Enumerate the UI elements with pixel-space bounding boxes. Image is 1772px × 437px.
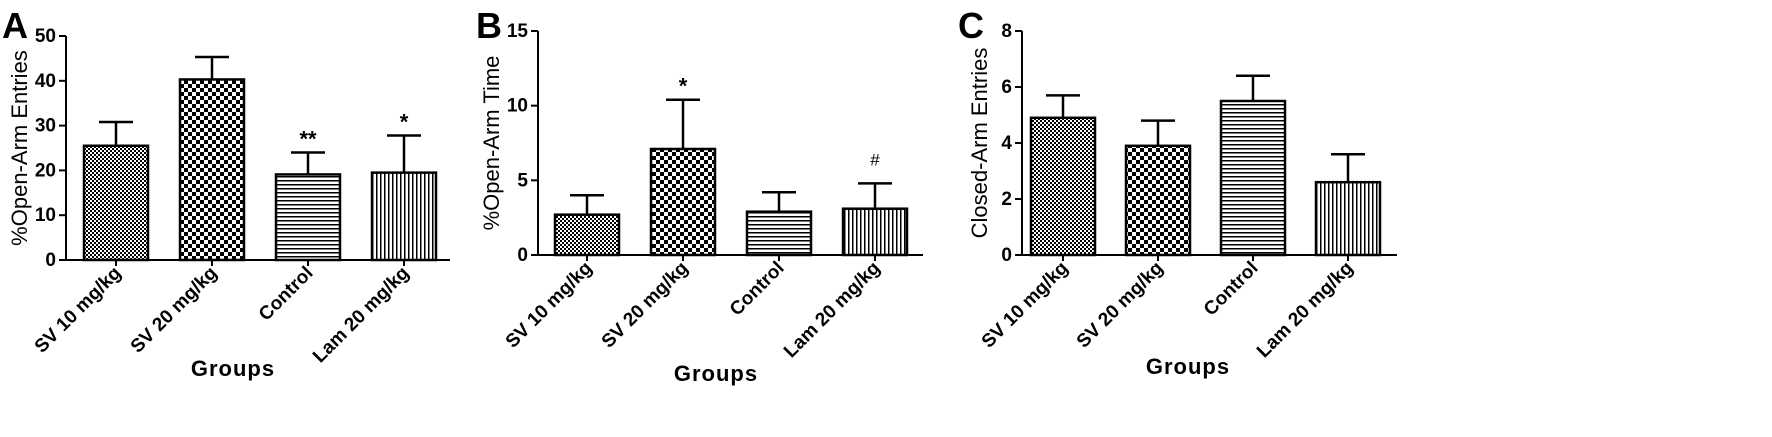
panel-c-bar-2 <box>1124 144 1192 257</box>
panel-b-category-label-4: Lam 20 mg/kg <box>780 258 884 362</box>
panel-b-category-label-3: Control <box>726 258 789 321</box>
panel-a-y-tick-label: 20 <box>35 160 56 181</box>
panel-b-y-tick-label: 10 <box>507 96 528 117</box>
panel-c-category-label-2: SV 20 mg/kg <box>1073 258 1168 353</box>
panel-b-y-tick-label: 5 <box>517 170 528 191</box>
panel-c-label: C <box>958 5 984 46</box>
panel-b-category-label-1: SV 10 mg/kg <box>502 258 597 353</box>
panel-c-y-tick-label: 6 <box>1001 77 1012 98</box>
panel-b-bar-2 <box>649 147 717 257</box>
panel-a-category-label-2: SV 20 mg/kg <box>127 263 222 358</box>
panel-a: A %Open-Arm Entries Groups 0 10 20 30 40 50 SV… <box>2 5 450 381</box>
panel-b-bar-4 <box>841 207 909 257</box>
panel-a-bar-4 <box>370 171 438 262</box>
panel-c-bar-3 <box>1219 99 1287 257</box>
panel-c-category-label-4: Lam 20 mg/kg <box>1253 258 1357 362</box>
panel-b-bar-1 <box>553 213 621 257</box>
panel-b-plot: 0 5 10 15 SV 10 mg/kg * SV 20 mg/kg Control # Lam… <box>502 21 923 362</box>
panel-b-significance-2: * <box>679 74 688 99</box>
panel-a-category-label-4: Lam 20 mg/kg <box>309 263 413 367</box>
panel-a-category-label-3: Control <box>255 263 318 326</box>
panel-a-significance-4: * <box>400 109 409 134</box>
panel-b: B %Open-Arm Time Groups 0 5 10 15 SV 10 mg/k… <box>476 5 923 386</box>
panel-a-significance-3: ** <box>299 126 317 151</box>
panel-c-y-axis-title: Closed-Arm Entries <box>967 48 992 239</box>
panel-a-bar-2 <box>178 78 246 262</box>
panel-a-bar-3 <box>274 173 342 262</box>
panel-a-x-axis-title: Groups <box>191 356 275 381</box>
panel-c: C Closed-Arm Entries Groups 0 2 4 6 8 SV 10 m… <box>958 5 1397 379</box>
panel-a-category-label-1: SV 10 mg/kg <box>31 263 126 358</box>
panel-c-x-axis-title: Groups <box>1146 354 1230 379</box>
panel-b-bar-3 <box>745 210 813 257</box>
panel-c-category-label-1: SV 10 mg/kg <box>978 258 1073 353</box>
panel-c-y-tick-label: 8 <box>1001 21 1012 42</box>
panel-c-y-tick-label: 2 <box>1001 189 1012 210</box>
panel-a-y-tick-label: 0 <box>45 250 56 271</box>
panel-a-y-tick-label: 40 <box>35 71 56 92</box>
panel-b-y-tick-label: 15 <box>507 21 529 42</box>
panel-b-significance-4: # <box>870 150 880 169</box>
panel-b-y-axis-title: %Open-Arm Time <box>479 56 504 231</box>
panel-b-y-tick-label: 0 <box>517 245 528 266</box>
panel-b-x-axis-title: Groups <box>674 361 758 386</box>
panel-a-y-tick-label: 50 <box>35 26 56 47</box>
panel-c-bar-1 <box>1029 116 1097 257</box>
panel-b-category-label-2: SV 20 mg/kg <box>598 258 693 353</box>
panel-a-plot: 0 10 20 30 40 50 SV 10 mg/kg SV 20 mg/kg ** Contr… <box>31 26 450 367</box>
panel-a-y-tick-label: 10 <box>35 205 56 226</box>
panel-c-y-tick-label: 0 <box>1001 245 1012 266</box>
panel-a-y-tick-label: 30 <box>35 116 56 137</box>
panel-a-label: A <box>2 5 28 46</box>
panel-c-bar-4 <box>1314 180 1382 257</box>
panel-a-bar-1 <box>82 144 150 262</box>
panel-c-category-label-3: Control <box>1200 258 1263 321</box>
panel-a-y-axis-title: %Open-Arm Entries <box>7 50 32 246</box>
panel-b-label: B <box>476 5 502 46</box>
panel-c-y-tick-label: 4 <box>1001 133 1012 154</box>
